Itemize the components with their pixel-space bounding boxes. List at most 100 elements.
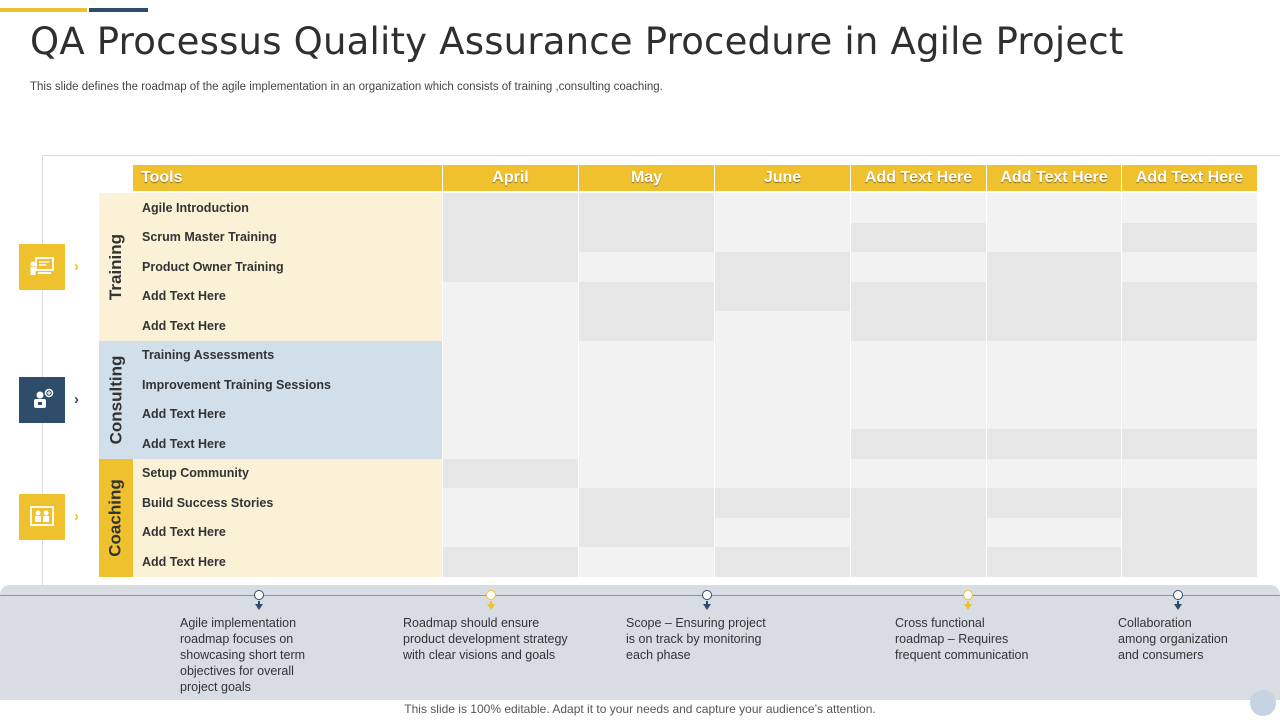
gantt-cell — [987, 281, 1121, 312]
timeline-line — [0, 595, 1280, 596]
gantt-cell — [1122, 252, 1257, 282]
gantt-cell — [579, 429, 714, 459]
gantt-cell — [851, 370, 986, 400]
gantt-cell — [443, 340, 578, 371]
timeline-stem — [490, 601, 492, 605]
gantt-cell — [851, 281, 986, 312]
gantt-cell — [443, 547, 578, 577]
gantt-cell — [851, 547, 986, 577]
gantt-cell — [851, 429, 986, 459]
gantt-cell — [1122, 517, 1257, 548]
category-label: Coaching — [99, 458, 133, 577]
timeline-marker — [486, 590, 496, 600]
header-column: Add Text Here — [1122, 165, 1257, 191]
task-label: Scrum Master Training — [142, 230, 277, 245]
gantt-cell — [851, 193, 986, 223]
timeline-text: Scope – Ensuring project is on track by … — [626, 616, 766, 662]
consulting-category-icon — [19, 377, 65, 423]
gantt-cell — [443, 311, 578, 341]
gantt-cell — [851, 222, 986, 253]
gantt-cell — [579, 547, 714, 577]
header-column: April — [443, 165, 578, 191]
task-label: Add Text Here — [142, 525, 226, 540]
category-band — [133, 340, 442, 459]
gantt-cell — [987, 222, 1121, 253]
gantt-cell — [443, 222, 578, 253]
timeline-marker — [254, 590, 264, 600]
timeline-text: Cross functional roadmap – Requires freq… — [895, 616, 1029, 662]
timeline-stem — [1177, 601, 1179, 605]
gantt-cell — [443, 252, 578, 282]
timeline-marker — [702, 590, 712, 600]
gantt-cell — [443, 370, 578, 400]
down-arrow-icon — [703, 604, 711, 610]
gantt-cell — [579, 370, 714, 400]
gantt-cell — [715, 340, 850, 371]
gantt-cell — [851, 488, 986, 518]
gantt-cell — [715, 488, 850, 518]
task-label: Add Text Here — [142, 554, 226, 569]
category-label: Consulting — [99, 340, 133, 459]
header-column: Add Text Here — [987, 165, 1121, 191]
task-label: Setup Community — [142, 466, 249, 481]
gantt-cell — [987, 399, 1121, 430]
header-tools: Tools — [133, 165, 442, 191]
gantt-cell — [851, 311, 986, 341]
gantt-cell — [851, 458, 986, 489]
gantt-cell — [1122, 281, 1257, 312]
frame-top-line — [42, 155, 1280, 156]
gantt-cell — [579, 252, 714, 282]
gantt-cell — [579, 488, 714, 518]
group-board-icon — [30, 506, 54, 526]
gantt-cell — [715, 370, 850, 400]
down-arrow-icon — [487, 604, 495, 610]
gantt-cell — [443, 193, 578, 223]
footer-note: This slide is 100% editable. Adapt it to… — [404, 702, 876, 716]
gantt-cell — [579, 399, 714, 430]
gantt-cell — [579, 517, 714, 548]
gantt-cell — [1122, 193, 1257, 223]
gantt-cell — [579, 222, 714, 253]
gantt-cell — [987, 252, 1121, 282]
category-band — [133, 193, 442, 341]
gantt-cell — [851, 399, 986, 430]
gantt-cell — [851, 517, 986, 548]
gantt-cell — [987, 193, 1121, 223]
category-label-text: Coaching — [106, 478, 126, 557]
gantt-cell — [443, 399, 578, 430]
gantt-cell — [851, 252, 986, 282]
corner-decoration — [1250, 690, 1276, 716]
gantt-cell — [443, 281, 578, 312]
timeline-text: Agile implementation roadmap focuses on … — [180, 616, 306, 694]
gantt-cell — [715, 429, 850, 459]
timeline-stem — [967, 601, 969, 605]
category-label-text: Training — [106, 233, 125, 300]
gantt-cell — [987, 488, 1121, 518]
down-arrow-icon — [964, 604, 972, 610]
gantt-cell — [579, 281, 714, 312]
gantt-cell — [579, 311, 714, 341]
accent-bar-navy — [89, 8, 148, 12]
gantt-cell — [443, 458, 578, 489]
gantt-cell — [987, 517, 1121, 548]
gantt-cell — [987, 311, 1121, 341]
task-label: Agile Introduction — [142, 200, 249, 215]
task-label: Build Success Stories — [142, 495, 274, 510]
gantt-cell — [1122, 429, 1257, 459]
gantt-cell — [1122, 370, 1257, 400]
gantt-cell — [1122, 399, 1257, 430]
header-column: Add Text Here — [851, 165, 986, 191]
timeline-stem — [706, 601, 708, 605]
gantt-cell — [715, 281, 850, 312]
gantt-cell — [443, 517, 578, 548]
gantt-cell — [715, 311, 850, 341]
category-label: Training — [99, 193, 133, 341]
gantt-cell — [1122, 488, 1257, 518]
gantt-cell — [715, 222, 850, 253]
down-arrow-icon — [1174, 604, 1182, 610]
timeline-text: Roadmap should ensure product developmen… — [403, 616, 568, 662]
consulting-arrow-icon: › — [74, 391, 79, 408]
gantt-cell — [715, 193, 850, 223]
task-label: Add Text Here — [142, 318, 226, 333]
